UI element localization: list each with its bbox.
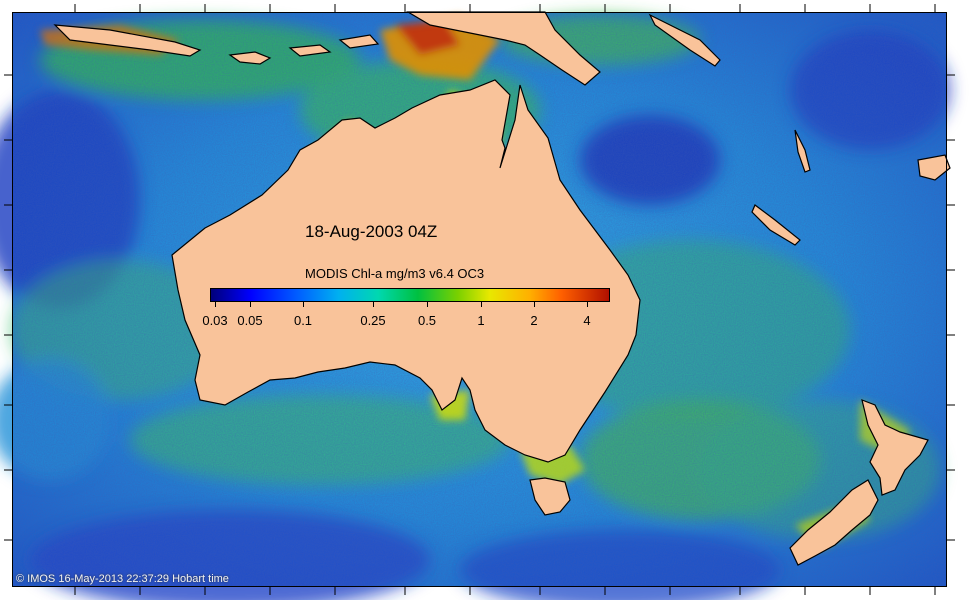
australia (171, 79, 641, 463)
land (53, 11, 951, 566)
colorbar-tick-label: 0.25 (360, 313, 386, 328)
map-title: 18-Aug-2003 04Z (305, 222, 438, 241)
new-zealand-north-island (861, 399, 929, 496)
indonesia-islands (228, 34, 380, 65)
colorbar-tick-mark (373, 302, 374, 307)
colorbar-tick-label: 0.03 (202, 313, 228, 328)
colorbar-tick-mark (303, 302, 304, 307)
colorbar-tick-label: 2 (530, 313, 538, 328)
colorbar-tick-label: 1 (477, 313, 485, 328)
colorbar-tick-label: 4 (583, 313, 591, 328)
colorbar-tick-mark (250, 302, 251, 307)
copyright-credit: © IMOS 16-May-2013 22:37:29 Hobart time (16, 573, 229, 585)
colorbar-tick-mark (427, 302, 428, 307)
fiji (917, 154, 951, 181)
tasmania (529, 477, 571, 516)
vanuatu (794, 129, 811, 173)
indonesia-java (53, 24, 202, 57)
colorbar-tick-mark (534, 302, 535, 307)
colorbar-tick-mark (481, 302, 482, 307)
colorbar-label: MODIS Chl-a mg/m3 v6.4 OC3 (305, 266, 485, 281)
solomon-islands (648, 13, 721, 67)
colorbar-tick-label: 0.1 (293, 313, 313, 328)
new-guinea (405, 11, 601, 86)
colorbar-tick-label: 0.5 (417, 313, 437, 328)
new-caledonia (751, 204, 801, 246)
new-zealand-south-island (789, 479, 879, 566)
colorbar (210, 288, 610, 302)
frame-ticks (4, 4, 955, 595)
colorbar-tick-label: 0.05 (237, 313, 263, 328)
colorbar-tick-mark (215, 302, 216, 307)
colorbar-tick-mark (587, 302, 588, 307)
